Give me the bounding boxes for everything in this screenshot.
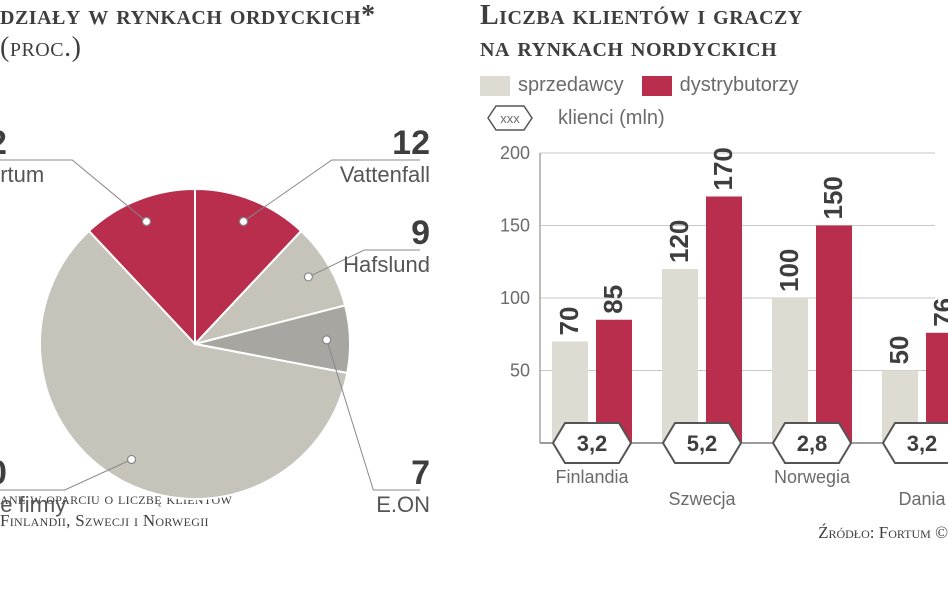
pie-value: 7 xyxy=(411,454,430,492)
y-tick-label: 150 xyxy=(500,216,530,236)
legend-swatch-distributors xyxy=(642,76,672,96)
bar-distributors xyxy=(816,226,852,444)
bar-distributors xyxy=(706,197,742,444)
pie-label: ne firmy xyxy=(0,492,66,517)
pie-label: E.ON xyxy=(376,492,430,517)
left-column: działy w rynkach ordyckich* (proc.) 2ort… xyxy=(0,0,460,593)
bar-value-label: 70 xyxy=(554,307,584,336)
legend-swatch-sellers xyxy=(480,76,510,96)
source-text: Źródło: Fortum © xyxy=(480,523,948,543)
right-column: Liczba klientów i graczy na rynkach nord… xyxy=(480,0,948,593)
bar-value-label: 85 xyxy=(598,285,628,314)
clients-value: 2,8 xyxy=(797,431,828,456)
left-title: działy w rynkach ordyckich* (proc.) xyxy=(0,0,460,64)
pie-label: ortum xyxy=(0,162,44,187)
bar-value-label: 76 xyxy=(928,298,948,327)
bar-chart: 50 100 150 200 70 85 3,2 Finlandia 120 170 5,2 Szwe… xyxy=(480,141,948,521)
legend-item-sellers: sprzedawcy xyxy=(480,74,624,97)
bar-value-label: 50 xyxy=(884,336,914,365)
legend-label-distributors: dystrybutorzy xyxy=(680,74,799,97)
bar-value-label: 170 xyxy=(708,147,738,190)
pie-value: 9 xyxy=(411,214,430,252)
y-tick-label: 100 xyxy=(500,288,530,308)
left-title-bold: działy w rynkach ordyckich* xyxy=(0,0,376,31)
clients-value: 5,2 xyxy=(687,431,718,456)
y-tick-label: 50 xyxy=(510,361,530,381)
legend: sprzedawcy dystrybutorzy xyxy=(480,74,948,97)
source-label: Źródło: Fortum © xyxy=(818,523,948,542)
legend-hex-label: klienci (mln) xyxy=(558,107,665,130)
pie-chart: 2ortum12Vattenfall9Hafslund7E.ON0ne firm… xyxy=(0,64,460,484)
y-tick-label: 200 xyxy=(500,143,530,163)
right-title: Liczba klientów i graczy na rynkach nord… xyxy=(480,0,948,64)
pie-label: Hafslund xyxy=(343,252,430,277)
category-label: Szwecja xyxy=(668,489,736,509)
bar-value-label: 120 xyxy=(664,220,694,263)
bar-value-label: 100 xyxy=(774,249,804,292)
left-title-plain: (proc.) xyxy=(0,32,81,63)
pie-value: 12 xyxy=(392,124,430,162)
category-label: Dania xyxy=(898,489,946,509)
legend-item-distributors: dystrybutorzy xyxy=(642,74,799,97)
bar-sellers xyxy=(772,298,808,443)
legend-hex-placeholder: xxx xyxy=(500,111,520,126)
legend-hex-icon: xxx xyxy=(480,103,540,133)
pie-value: 0 xyxy=(0,454,7,492)
pie-svg: 2ortum 12Vattenfall 9Hafslund 7E.ON 0ne firm… xyxy=(0,64,460,534)
bar-value-label: 150 xyxy=(818,176,848,219)
clients-value: 3,2 xyxy=(577,431,608,456)
right-title-line2: na rynkach nordyckich xyxy=(480,32,948,64)
right-title-line1: Liczba klientów i graczy xyxy=(480,0,948,32)
category-label: Finlandia xyxy=(555,467,629,487)
category-label: Norwegia xyxy=(774,467,851,487)
bar-svg: 50 100 150 200 70 85 3,2 Finlandia 120 170 5,2 Szwe… xyxy=(480,141,948,521)
legend-hex-row: xxx klienci (mln) xyxy=(480,103,948,133)
bar-sellers xyxy=(662,269,698,443)
clients-value: 3,2 xyxy=(907,431,938,456)
pie-label: Vattenfall xyxy=(340,162,430,187)
legend-label-sellers: sprzedawcy xyxy=(518,74,624,97)
pie-value: 2 xyxy=(0,124,7,162)
